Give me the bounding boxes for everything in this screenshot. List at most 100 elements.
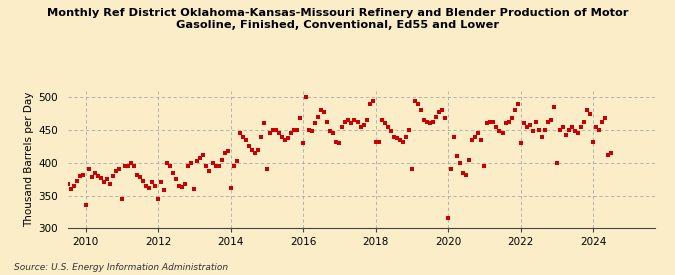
Point (213, 164, 224, 168)
Point (479, 164, 490, 168)
Point (364, 102, 375, 106)
Point (101, 177, 112, 181)
Point (537, 134, 547, 139)
Point (418, 118, 429, 122)
Point (406, 167, 417, 172)
Point (433, 109, 444, 114)
Point (128, 164, 139, 168)
Point (527, 129, 538, 134)
Point (476, 138, 487, 142)
Point (404, 128, 414, 132)
Point (373, 140, 384, 144)
Point (111, 168, 122, 173)
Point (367, 98, 378, 103)
Y-axis label: Thousand Barrels per Day: Thousand Barrels per Day (24, 92, 34, 227)
Point (512, 102, 523, 106)
Point (279, 138, 290, 142)
Point (572, 131, 583, 136)
Point (301, 95, 312, 100)
Point (400, 134, 411, 139)
Point (207, 161, 218, 165)
Point (439, 116, 450, 120)
Point (126, 161, 136, 165)
Point (189, 187, 200, 191)
Point (95, 176, 106, 181)
Point (382, 125, 393, 129)
Point (591, 125, 601, 129)
Point (289, 128, 300, 132)
Point (123, 164, 134, 168)
Point (146, 180, 157, 185)
Point (306, 129, 317, 134)
Point (186, 161, 197, 165)
Point (249, 151, 260, 155)
Point (425, 121, 435, 126)
Point (232, 159, 242, 164)
Point (153, 197, 163, 201)
Point (497, 131, 508, 136)
Point (388, 134, 399, 139)
Point (379, 121, 390, 126)
Point (576, 125, 587, 129)
Point (427, 120, 438, 124)
Point (443, 216, 454, 221)
Point (566, 125, 577, 129)
Point (554, 128, 565, 132)
Point (162, 161, 173, 165)
Text: Source: U.S. Energy Information Administration: Source: U.S. Energy Information Administ… (14, 263, 227, 272)
Point (370, 140, 381, 144)
Point (177, 185, 188, 189)
Point (340, 120, 351, 124)
Point (515, 141, 526, 145)
Point (77, 172, 88, 177)
Point (310, 121, 321, 126)
Point (204, 168, 215, 173)
Point (431, 115, 441, 119)
Point (470, 134, 481, 139)
Point (482, 121, 493, 126)
Point (543, 120, 554, 124)
Point (292, 128, 302, 132)
Point (304, 128, 315, 132)
Point (334, 141, 345, 145)
Point (549, 105, 560, 109)
Point (56, 180, 67, 185)
Point (313, 115, 323, 119)
Point (531, 120, 541, 124)
Point (343, 118, 354, 122)
Point (265, 131, 275, 136)
Point (319, 109, 329, 114)
Point (201, 164, 212, 168)
Point (358, 123, 369, 127)
Point (234, 131, 245, 136)
Point (216, 157, 227, 162)
Point (606, 151, 617, 155)
Point (485, 120, 496, 124)
Point (322, 120, 333, 124)
Point (461, 172, 472, 177)
Point (412, 102, 423, 106)
Point (225, 185, 236, 190)
Point (80, 202, 91, 207)
Point (352, 119, 363, 124)
Point (138, 179, 148, 183)
Point (416, 108, 427, 112)
Point (159, 188, 169, 192)
Point (578, 120, 589, 124)
Point (271, 128, 281, 132)
Point (385, 129, 396, 134)
Point (392, 136, 402, 140)
Point (446, 167, 456, 172)
Point (349, 118, 360, 122)
Point (603, 153, 614, 157)
Point (467, 138, 478, 142)
Point (437, 108, 448, 112)
Point (588, 140, 599, 144)
Point (376, 118, 387, 122)
Point (59, 177, 70, 181)
Point (259, 121, 269, 126)
Point (74, 174, 85, 178)
Point (337, 125, 348, 129)
Point (570, 129, 580, 134)
Point (488, 120, 499, 124)
